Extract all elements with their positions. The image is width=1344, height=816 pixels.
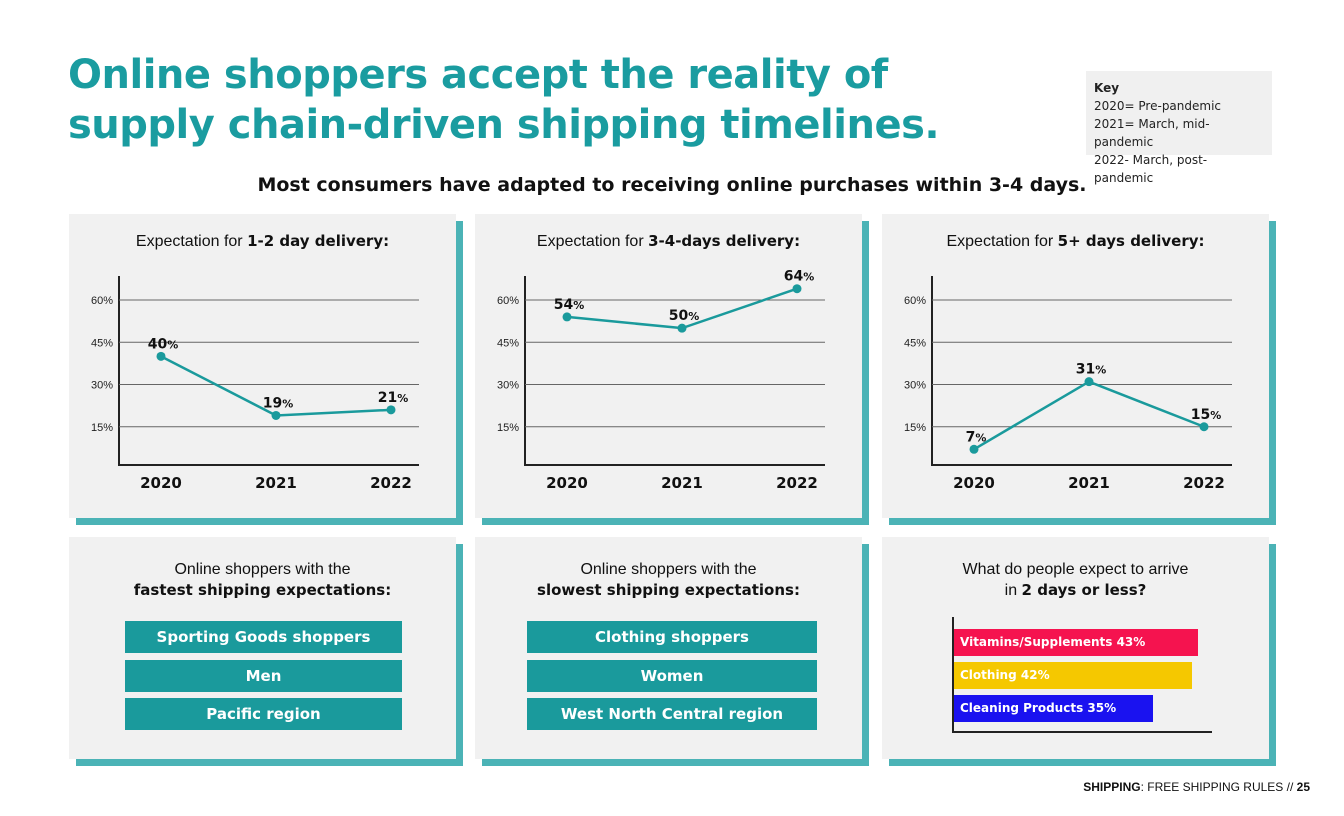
data-point [271,410,281,420]
y-tick-label: 30% [91,380,113,392]
line-chart-2: 15% 30% 45% 60% 2020 2021 2022 54% 50% 64% [497,269,825,492]
data-point [969,444,979,454]
bars-title: What do people expect to arrive in 2 day… [882,559,1269,601]
key-heading: Key [1094,81,1120,95]
chart-title-3: Expectation for 5+ days delivery: [882,232,1269,251]
bar-axis-y [952,617,954,732]
page-footer: SHIPPING: FREE SHIPPING RULES // 25 [1083,780,1310,794]
x-tick-label: 2020 [140,474,182,492]
slowest-item: Women [527,660,817,692]
chart-title-prefix: Expectation for [946,233,1058,250]
key-box: Key 2020= Pre-pandemic 2021= March, mid-… [1086,71,1272,185]
bar: Clothing 42% [954,662,1193,689]
line-chart-1: 15% 30% 45% 60% 2020 2021 2022 40% 19% 21% [91,276,419,492]
key-item: 2020= Pre-pandemic [1094,99,1222,113]
data-label: 31% [1076,362,1107,378]
y-tick-label: 60% [91,295,113,307]
x-tick-label: 2022 [1183,474,1225,492]
chart-panel-1: Expectation for 1-2 day delivery: 15% 30%… [69,214,456,518]
slowest-title: Online shoppers with the slowest shippin… [475,559,862,601]
fastest-item: Pacific region [125,698,402,730]
data-label: 19% [263,395,294,411]
series-line [973,380,1205,451]
data-point [792,284,802,294]
fastest-item: Sporting Goods shoppers [125,621,402,653]
y-tick-label: 45% [904,337,926,349]
x-tick-label: 2021 [255,474,297,492]
data-point [562,312,572,322]
data-point [677,323,687,333]
slowest-item: Clothing shoppers [527,621,817,653]
fastest-title-line-2: fastest shipping expectations: [133,581,392,599]
data-label: 40% [148,336,179,352]
chart-panel-2: Expectation for 3-4-days delivery: 15% 30… [475,214,862,518]
chart-title-bold: 5+ days delivery: [1057,232,1205,250]
data-label: 21% [378,390,409,406]
fastest-title: Online shoppers with the fastest shippin… [69,559,456,601]
x-tick-label: 2020 [546,474,588,492]
y-tick-label: 45% [497,337,519,349]
x-tick-label: 2022 [370,474,412,492]
bars-panel: What do people expect to arrive in 2 day… [882,537,1269,759]
subtitle: Most consumers have adapted to receiving… [257,174,1087,196]
data-label: 64% [784,269,815,285]
footer-text: : FREE SHIPPING RULES // [1140,780,1297,794]
slowest-panel: Online shoppers with the slowest shippin… [475,537,862,759]
data-label: 50% [669,308,700,324]
bar: Cleaning Products 35% [954,695,1153,722]
title-line-1: Online shoppers accept the reality of [68,52,888,98]
y-tick-label: 15% [497,422,519,434]
line-chart-3: 15% 30% 45% 60% 2020 2021 2022 7% 31% 15% [904,276,1232,492]
x-tick-label: 2022 [776,474,818,492]
y-tick-label: 30% [904,380,926,392]
slowest-title-line-2: slowest shipping expectations: [537,581,800,599]
slowest-item: West North Central region [527,698,817,730]
bars-title-prefix: in [1004,582,1022,599]
chart-title-prefix: Expectation for [536,233,649,250]
slowest-title-line-1: Online shoppers with the [580,561,757,578]
x-tick-label: 2021 [1068,474,1110,492]
data-label: 54% [554,297,585,313]
data-point [1199,422,1209,432]
x-tick-label: 2020 [953,474,995,492]
bar-axis-x [952,731,1212,733]
bar: Vitamins/Supplements 43% [954,629,1198,656]
chart-title-1: Expectation for 1-2 day delivery: [69,232,456,251]
key-item: 2021= March, mid-pandemic [1094,117,1210,149]
x-tick-label: 2021 [661,474,703,492]
y-tick-label: 30% [497,380,519,392]
chart-title-bold: 1-2 day delivery: [247,232,390,250]
data-label: 7% [966,429,987,445]
y-tick-label: 60% [904,295,926,307]
footer-section: SHIPPING [1083,780,1141,794]
chart-panel-3: Expectation for 5+ days delivery: 15% 30%… [882,214,1269,518]
key-item: 2022- March, post-pandemic [1094,153,1208,185]
y-tick-label: 45% [91,337,113,349]
fastest-item: Men [125,660,402,692]
title-line-2: supply chain-driven shipping timelines. [68,102,940,148]
data-point [1084,377,1094,387]
chart-title-prefix: Expectation for [135,233,248,250]
y-tick-label: 15% [904,422,926,434]
bars-title-bold: 2 days or less? [1021,581,1147,599]
data-point [386,405,396,415]
y-tick-label: 60% [497,295,519,307]
chart-title-2: Expectation for 3-4-days delivery: [475,232,862,251]
data-point [156,351,166,361]
y-tick-label: 15% [91,422,113,434]
bars-title-line-1: What do people expect to arrive [962,561,1189,578]
data-label: 15% [1191,407,1222,423]
fastest-panel: Online shoppers with the fastest shippin… [69,537,456,759]
fastest-title-line-1: Online shoppers with the [174,561,351,578]
chart-title-bold: 3-4-days delivery: [648,232,801,250]
page-number: 25 [1296,780,1310,794]
page-title: Online shoppers accept the reality of su… [68,50,940,150]
